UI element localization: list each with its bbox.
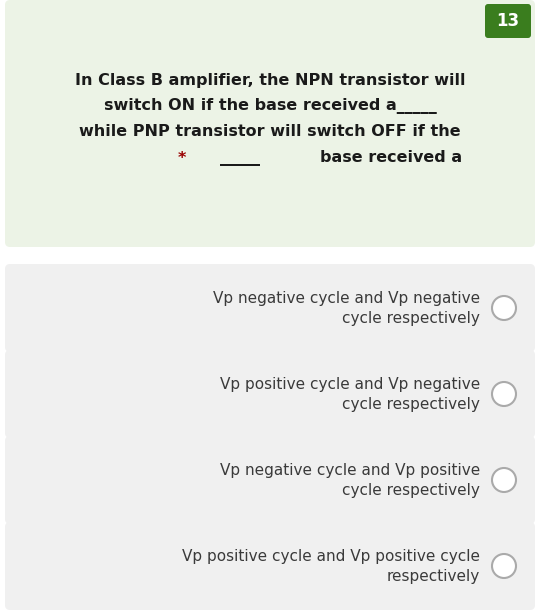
Text: Vp positive cycle and Vp negative: Vp positive cycle and Vp negative xyxy=(220,376,480,392)
FancyBboxPatch shape xyxy=(5,0,535,247)
Text: cycle respectively: cycle respectively xyxy=(342,396,480,412)
Text: Vp negative cycle and Vp negative: Vp negative cycle and Vp negative xyxy=(213,290,480,306)
Text: while PNP transistor will switch OFF if the: while PNP transistor will switch OFF if … xyxy=(79,124,461,140)
Text: base received a: base received a xyxy=(320,151,462,165)
Text: respectively: respectively xyxy=(387,569,480,584)
Circle shape xyxy=(492,468,516,492)
Text: cycle respectively: cycle respectively xyxy=(342,310,480,326)
Text: Vp positive cycle and Vp positive cycle: Vp positive cycle and Vp positive cycle xyxy=(182,548,480,564)
Text: Vp negative cycle and Vp positive: Vp negative cycle and Vp positive xyxy=(220,462,480,478)
Circle shape xyxy=(492,296,516,320)
Circle shape xyxy=(492,382,516,406)
Text: *: * xyxy=(178,151,186,165)
FancyBboxPatch shape xyxy=(5,522,535,610)
Text: cycle respectively: cycle respectively xyxy=(342,483,480,498)
FancyBboxPatch shape xyxy=(5,264,535,352)
Circle shape xyxy=(492,554,516,578)
FancyBboxPatch shape xyxy=(5,350,535,438)
Text: _____: _____ xyxy=(220,151,260,165)
Text: In Class B amplifier, the NPN transistor will: In Class B amplifier, the NPN transistor… xyxy=(75,73,465,87)
FancyBboxPatch shape xyxy=(5,436,535,524)
Text: 13: 13 xyxy=(496,12,519,30)
Text: switch ON if the base received a_____: switch ON if the base received a_____ xyxy=(104,98,436,114)
FancyBboxPatch shape xyxy=(485,4,531,38)
